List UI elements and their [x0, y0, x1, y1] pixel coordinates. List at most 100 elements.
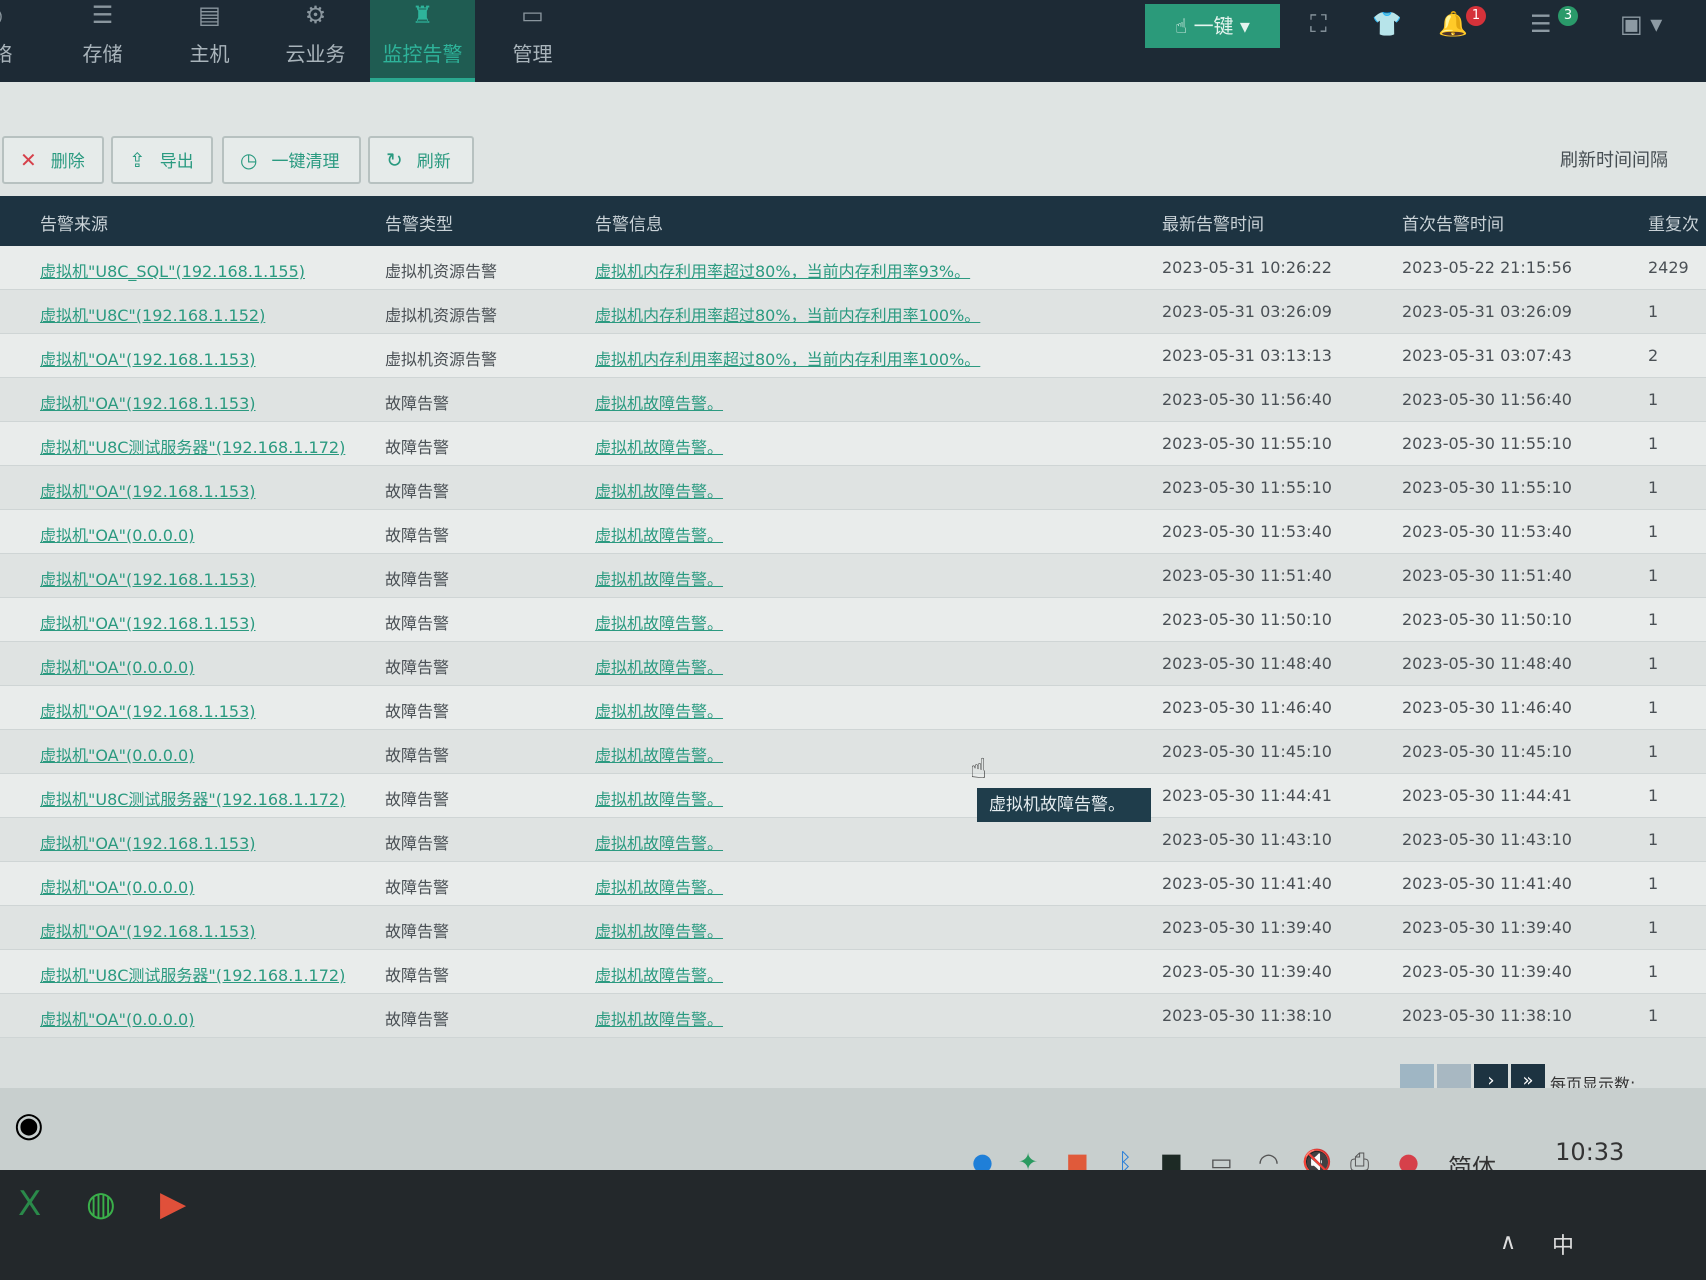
alarm-source-link[interactable]: 虚拟机"OA"(192.168.1.153): [40, 350, 256, 369]
alarm-source-link[interactable]: 虚拟机"U8C"(192.168.1.152): [40, 306, 266, 325]
alarm-source-link[interactable]: 虚拟机"OA"(192.168.1.153): [40, 482, 256, 501]
column-header[interactable]: 首次告警时间: [1402, 215, 1504, 235]
nav-item[interactable]: ▭ 管理: [480, 0, 585, 82]
battery-icon[interactable]: ▭: [1210, 1148, 1233, 1176]
app-icon[interactable]: ▶: [160, 1184, 187, 1224]
one-key-button[interactable]: ☝ 一键 ▾: [1145, 4, 1280, 48]
table-row[interactable]: 虚拟机"U8C测试服务器"(192.168.1.172) 故障告警 虚拟机故障告警。…: [0, 950, 1706, 994]
alarm-info-link[interactable]: 虚拟机内存利用率超过80%，当前内存利用率100%。: [595, 306, 981, 325]
table-row[interactable]: 虚拟机"OA"(0.0.0.0) 故障告警 虚拟机故障告警。 2023-05-30 1…: [0, 994, 1706, 1038]
tray-app-icon[interactable]: ■: [1066, 1148, 1089, 1176]
column-header[interactable]: 告警来源: [40, 215, 108, 235]
alarm-info-link[interactable]: 虚拟机故障告警。: [595, 922, 724, 941]
alarm-source-link[interactable]: 虚拟机"U8C测试服务器"(192.168.1.172): [40, 790, 346, 809]
alarm-source-link[interactable]: 虚拟机"OA"(0.0.0.0): [40, 658, 195, 677]
nav-item[interactable]: ⚙ 云业务: [263, 0, 368, 82]
show-hidden-icons[interactable]: ∧: [1500, 1230, 1517, 1255]
column-header[interactable]: 告警类型: [385, 215, 453, 235]
wifi-icon[interactable]: ◠: [1258, 1148, 1279, 1176]
table-row[interactable]: 虚拟机"OA"(192.168.1.153) 虚拟机资源告警 虚拟机内存利用率超过8…: [0, 334, 1706, 378]
alarm-source-link[interactable]: 虚拟机"OA"(192.168.1.153): [40, 394, 256, 413]
table-row[interactable]: 虚拟机"OA"(0.0.0.0) 故障告警 虚拟机故障告警。 2023-05-30 1…: [0, 862, 1706, 906]
tray-app-icon[interactable]: ●: [1398, 1148, 1419, 1176]
alarm-source-link[interactable]: 虚拟机"U8C测试服务器"(192.168.1.172): [40, 438, 346, 457]
table-row[interactable]: 虚拟机"U8C测试服务器"(192.168.1.172) 故障告警 虚拟机故障告警。…: [0, 422, 1706, 466]
table-row[interactable]: 虚拟机"OA"(192.168.1.153) 故障告警 虚拟机故障告警。 2023-0…: [0, 906, 1706, 950]
alarm-info-link[interactable]: 虚拟机故障告警。: [595, 878, 724, 897]
table-row[interactable]: 虚拟机"OA"(192.168.1.153) 故障告警 虚拟机故障告警。 2023-0…: [0, 378, 1706, 422]
table-row[interactable]: 虚拟机"OA"(192.168.1.153) 故障告警 虚拟机故障告警。 2023-0…: [0, 466, 1706, 510]
column-header[interactable]: 最新告警时间: [1162, 215, 1264, 235]
table-row[interactable]: 虚拟机"U8C"(192.168.1.152) 虚拟机资源告警 虚拟机内存利用率超过…: [0, 290, 1706, 334]
printer-icon[interactable]: ⎙: [1350, 1148, 1370, 1176]
alarm-info-link[interactable]: 虚拟机内存利用率超过80%，当前内存利用率100%。: [595, 350, 981, 369]
excel-icon[interactable]: X: [18, 1184, 42, 1224]
table-row[interactable]: 虚拟机"OA"(192.168.1.153) 故障告警 虚拟机故障告警。 2023-0…: [0, 686, 1706, 730]
column-header[interactable]: 告警信息: [595, 215, 663, 235]
alarm-info-link[interactable]: 虚拟机故障告警。: [595, 702, 724, 721]
table-row[interactable]: 虚拟机"U8C测试服务器"(192.168.1.172) 故障告警 虚拟机故障告警。…: [0, 774, 1706, 818]
latest-alarm-time: 2023-05-30 11:50:10: [1162, 610, 1332, 629]
alarm-source-link[interactable]: 虚拟机"OA"(192.168.1.153): [40, 614, 256, 633]
refresh-button[interactable]: ↻ 刷新: [368, 136, 474, 184]
alarm-source-link[interactable]: 虚拟机"OA"(192.168.1.153): [40, 922, 256, 941]
table-row[interactable]: 虚拟机"OA"(192.168.1.153) 故障告警 虚拟机故障告警。 2023-0…: [0, 554, 1706, 598]
fullscreen-icon[interactable]: ⛶: [1310, 10, 1327, 38]
alarm-info-link[interactable]: 虚拟机内存利用率超过80%，当前内存利用率93%。: [595, 262, 971, 281]
shirt-icon[interactable]: 👕: [1372, 10, 1402, 38]
bell-icon[interactable]: 🔔: [1438, 10, 1468, 38]
first-alarm-time: 2023-05-30 11:50:10: [1402, 610, 1572, 629]
table-row[interactable]: 虚拟机"OA"(0.0.0.0) 故障告警 虚拟机故障告警。 2023-05-30 1…: [0, 510, 1706, 554]
one-key-clear-button[interactable]: ◷ 一键清理: [222, 136, 361, 184]
alarm-source-link[interactable]: 虚拟机"OA"(192.168.1.153): [40, 570, 256, 589]
tray-app-icon[interactable]: ●: [972, 1148, 993, 1176]
alarm-info-link[interactable]: 虚拟机故障告警。: [595, 746, 724, 765]
alarm-info-link[interactable]: 虚拟机故障告警。: [595, 394, 724, 413]
nvidia-icon[interactable]: ■: [1160, 1148, 1183, 1176]
ime-indicator[interactable]: 中: [1552, 1234, 1575, 1259]
table-row[interactable]: 虚拟机"OA"(192.168.1.153) 故障告警 虚拟机故障告警。 2023-0…: [0, 598, 1706, 642]
repeat-count: 1: [1648, 1006, 1659, 1025]
alarm-info-link[interactable]: 虚拟机故障告警。: [595, 614, 724, 633]
alarm-source-link[interactable]: 虚拟机"OA"(192.168.1.153): [40, 834, 256, 853]
alarm-info-link[interactable]: 虚拟机故障告警。: [595, 526, 724, 545]
alarm-info-link[interactable]: 虚拟机故障告警。: [595, 834, 724, 853]
table-row[interactable]: 虚拟机"OA"(0.0.0.0) 故障告警 虚拟机故障告警。 2023-05-30 1…: [0, 642, 1706, 686]
nav-item[interactable]: ▤ 主机: [157, 0, 262, 82]
alarm-source-link[interactable]: 虚拟机"OA"(0.0.0.0): [40, 746, 195, 765]
alarm-info-link[interactable]: 虚拟机故障告警。: [595, 482, 724, 501]
alarm-info-link[interactable]: 虚拟机故障告警。: [595, 966, 724, 985]
chrome-icon[interactable]: ◉: [14, 1105, 44, 1145]
nav-item[interactable]: ♜ 监控告警: [370, 0, 475, 82]
alarm-info-link[interactable]: 虚拟机故障告警。: [595, 658, 724, 677]
alarm-source-link[interactable]: 虚拟机"OA"(0.0.0.0): [40, 878, 195, 897]
table-row[interactable]: 虚拟机"OA"(192.168.1.153) 故障告警 虚拟机故障告警。 2023-0…: [0, 818, 1706, 862]
bluetooth-icon[interactable]: ᛒ: [1118, 1148, 1133, 1176]
export-button[interactable]: ⇪ 导出: [111, 136, 213, 184]
list-icon[interactable]: ☰: [1530, 10, 1552, 38]
latest-alarm-time: 2023-05-30 11:38:10: [1162, 1006, 1332, 1025]
table-row[interactable]: 虚拟机"OA"(0.0.0.0) 故障告警 虚拟机故障告警。 2023-05-30 1…: [0, 730, 1706, 774]
alarm-source-link[interactable]: 虚拟机"U8C_SQL"(192.168.1.155): [40, 262, 305, 281]
wechat-icon[interactable]: ◍: [86, 1184, 116, 1224]
nav-item[interactable]: ◎网络: [0, 0, 45, 82]
calendar-icon[interactable]: ▣ ▾: [1620, 10, 1663, 38]
alarm-info-link[interactable]: 虚拟机故障告警。: [595, 570, 724, 589]
latest-alarm-time: 2023-05-31 03:26:09: [1162, 302, 1332, 321]
alarm-table-body: 虚拟机"U8C_SQL"(192.168.1.155) 虚拟机资源告警 虚拟机内存利…: [0, 246, 1706, 1038]
latest-alarm-time: 2023-05-30 11:48:40: [1162, 654, 1332, 673]
alarm-source-link[interactable]: 虚拟机"OA"(192.168.1.153): [40, 702, 256, 721]
network-icon: ◎: [0, 0, 45, 38]
tray-app-icon[interactable]: ✦: [1018, 1148, 1039, 1176]
alarm-info-link[interactable]: 虚拟机故障告警。: [595, 1010, 724, 1029]
table-row[interactable]: 虚拟机"U8C_SQL"(192.168.1.155) 虚拟机资源告警 虚拟机内存利…: [0, 246, 1706, 290]
alarm-source-link[interactable]: 虚拟机"OA"(0.0.0.0): [40, 526, 195, 545]
alarm-source-link[interactable]: 虚拟机"OA"(0.0.0.0): [40, 1010, 195, 1029]
delete-button[interactable]: ✕ 删除: [2, 136, 104, 184]
column-header[interactable]: 重复次: [1648, 215, 1699, 235]
refresh-icon: ↻: [386, 148, 403, 172]
alarm-info-link[interactable]: 虚拟机故障告警。: [595, 790, 724, 809]
nav-item[interactable]: ☰ 存储: [50, 0, 155, 82]
alarm-source-link[interactable]: 虚拟机"U8C测试服务器"(192.168.1.172): [40, 966, 346, 985]
alarm-info-link[interactable]: 虚拟机故障告警。: [595, 438, 724, 457]
